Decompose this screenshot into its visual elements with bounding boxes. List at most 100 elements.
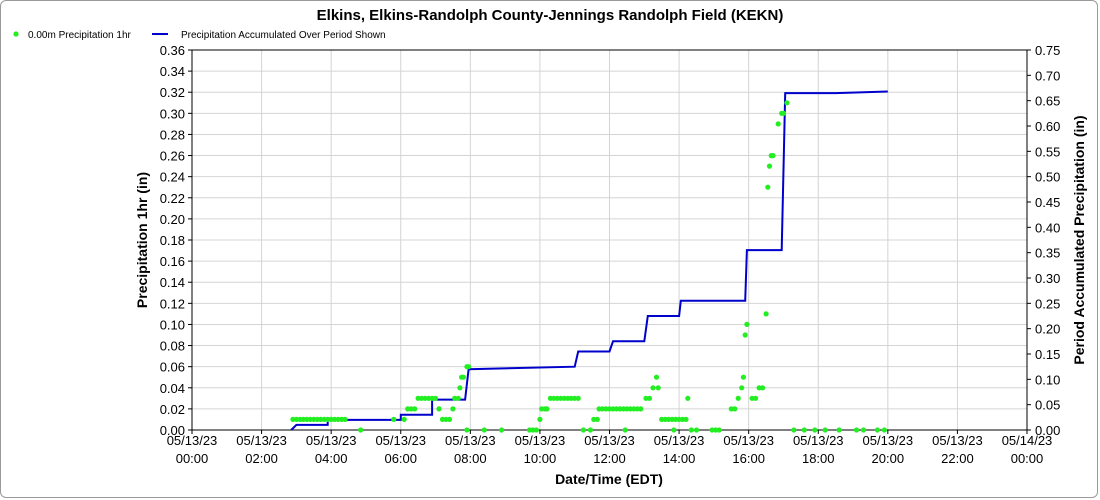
y-left-tick-label: 0.20 — [160, 212, 185, 227]
precip-1hr-point — [770, 153, 776, 159]
x-tick-label-time: 20:00 — [872, 451, 905, 466]
chart-title: Elkins, Elkins-Randolph County-Jennings … — [317, 7, 784, 24]
y-axis-left-ticks: 0.00 0.02 0.04 0.06 0.08 0.10 0.12 0.14 0.16 0.18… — [160, 43, 185, 438]
y-left-tick-label: 0.26 — [160, 149, 185, 164]
precip-1hr-point — [446, 416, 453, 422]
precip-1hr-point — [735, 395, 741, 401]
y-left-tick-label: 0.06 — [160, 360, 185, 375]
x-tick-label-date: 05/13/23 — [167, 433, 218, 448]
y-right-tick-label: 0.20 — [1035, 322, 1060, 337]
precip-1hr-point — [653, 374, 660, 380]
precip-1hr-point — [740, 374, 747, 380]
y-right-tick-label: 0.75 — [1035, 43, 1060, 58]
precip-1hr-point — [763, 311, 769, 317]
y-left-tick-label: 0.14 — [160, 275, 185, 290]
y-left-tick-label: 0.16 — [160, 254, 185, 269]
precip-1hr-point — [594, 416, 600, 422]
y-left-tick-label: 0.24 — [160, 170, 185, 185]
precip-1hr-point — [450, 406, 456, 412]
y-left-tick-label: 0.08 — [160, 339, 185, 354]
y-left-tick-label: 0.34 — [160, 64, 185, 79]
precip-1hr-point — [432, 395, 439, 401]
y-left-tick-label: 0.12 — [160, 296, 185, 311]
precip-1hr-point — [693, 427, 700, 433]
precip-1hr-point — [766, 163, 773, 169]
y-left-tick-label: 0.30 — [160, 106, 185, 121]
precip-1hr-point — [801, 427, 807, 433]
precip-1hr-point — [460, 374, 466, 380]
y-right-tick-label: 0.15 — [1035, 347, 1060, 362]
precip-1hr-point — [533, 427, 540, 433]
precip-1hr-point — [791, 427, 797, 433]
precip-1hr-point — [622, 427, 628, 433]
precip-1hr-point — [683, 416, 689, 422]
x-tick-label-time: 00:00 — [176, 451, 209, 466]
legend-label-accumulated: Precipitation Accumulated Over Period Sh… — [181, 30, 386, 41]
precip-1hr-point — [688, 427, 694, 433]
precip-1hr-point — [780, 110, 787, 116]
x-axis-title: Date/Time (EDT) — [555, 471, 663, 487]
precip-1hr-point — [775, 121, 781, 127]
y-right-tick-label: 0.35 — [1035, 246, 1060, 261]
precip-1hr-point — [744, 321, 750, 327]
precip-1hr-point — [481, 427, 487, 433]
precip-1hr-point — [671, 427, 677, 433]
precip-1hr-point — [655, 385, 661, 391]
y-right-tick-label: 0.65 — [1035, 94, 1060, 109]
x-tick-label-time: 22:00 — [941, 451, 974, 466]
precip-1hr-point — [732, 406, 738, 412]
x-tick-label-date: 05/13/23 — [793, 433, 844, 448]
precip-1hr-point — [739, 385, 745, 391]
x-tick-label-time: 00:00 — [1011, 451, 1044, 466]
y-left-tick-label: 0.18 — [160, 233, 185, 248]
precip-1hr-point — [464, 427, 470, 433]
x-tick-label-time: 14:00 — [663, 451, 696, 466]
y-axis-right-ticks: 0.00 0.05 0.10 0.15 0.20 0.25 0.30 0.35 0.40 0.45… — [1035, 43, 1060, 438]
x-tick-label-date: 05/13/23 — [515, 433, 566, 448]
y-left-tick-label: 0.10 — [160, 317, 185, 332]
y-right-tick-label: 0.55 — [1035, 144, 1060, 159]
y-left-tick-label: 0.04 — [160, 381, 185, 396]
precip-1hr-point — [391, 416, 397, 422]
precip-1hr-point — [537, 416, 543, 422]
precip-1hr-point — [580, 427, 587, 433]
x-tick-label-date: 05/13/23 — [236, 433, 287, 448]
precip-1hr-point — [412, 406, 418, 412]
precip-1hr-point — [753, 395, 759, 401]
precip-1hr-point — [646, 395, 653, 401]
x-tick-label-time: 06:00 — [384, 451, 417, 466]
y-axis-right-title: Period Accumulated Precipitation (in) — [1071, 115, 1087, 364]
y-left-tick-label: 0.22 — [160, 191, 185, 206]
x-tick-label-time: 08:00 — [454, 451, 487, 466]
y-left-tick-label: 0.00 — [160, 423, 185, 438]
y-right-tick-label: 0.40 — [1035, 220, 1060, 235]
hourly-precip-series — [290, 100, 888, 433]
y-left-tick-label: 0.28 — [160, 127, 185, 142]
x-tick-label-date: 05/13/23 — [863, 433, 914, 448]
y-right-tick-label: 0.45 — [1035, 195, 1060, 210]
precip-1hr-point — [742, 332, 748, 338]
precip-1hr-point — [860, 427, 867, 433]
precip-1hr-point — [457, 385, 463, 391]
x-tick-label-date: 05/14/23 — [1002, 433, 1053, 448]
x-tick-label-date: 05/13/23 — [445, 433, 496, 448]
y-axis-left-title: Precipitation 1hr (in) — [134, 172, 150, 308]
precip-1hr-point — [765, 184, 771, 190]
precip-1hr-point — [784, 100, 790, 106]
x-tick-label-date: 05/13/23 — [584, 433, 635, 448]
y-right-tick-label: 0.00 — [1035, 423, 1060, 438]
y-right-tick-label: 0.70 — [1035, 68, 1060, 83]
precip-1hr-point — [650, 385, 656, 391]
legend-label-precip-1hr: 0.00m Precipitation 1hr — [28, 30, 132, 41]
y-left-tick-label: 0.32 — [160, 85, 185, 100]
precip-1hr-point — [499, 427, 505, 433]
x-tick-label-time: 18:00 — [802, 451, 835, 466]
x-axis-ticks: 05/13/23 00:00 05/13/23 02:00 05/13/23 04:00 0… — [167, 433, 1053, 466]
accumulated-precip-line — [290, 90, 888, 431]
precip-1hr-point — [760, 385, 766, 391]
precip-1hr-point — [436, 406, 442, 412]
legend: 0.00m Precipitation 1hr Precipitation Ac… — [13, 30, 386, 41]
y-left-tick-label: 0.36 — [160, 43, 185, 58]
